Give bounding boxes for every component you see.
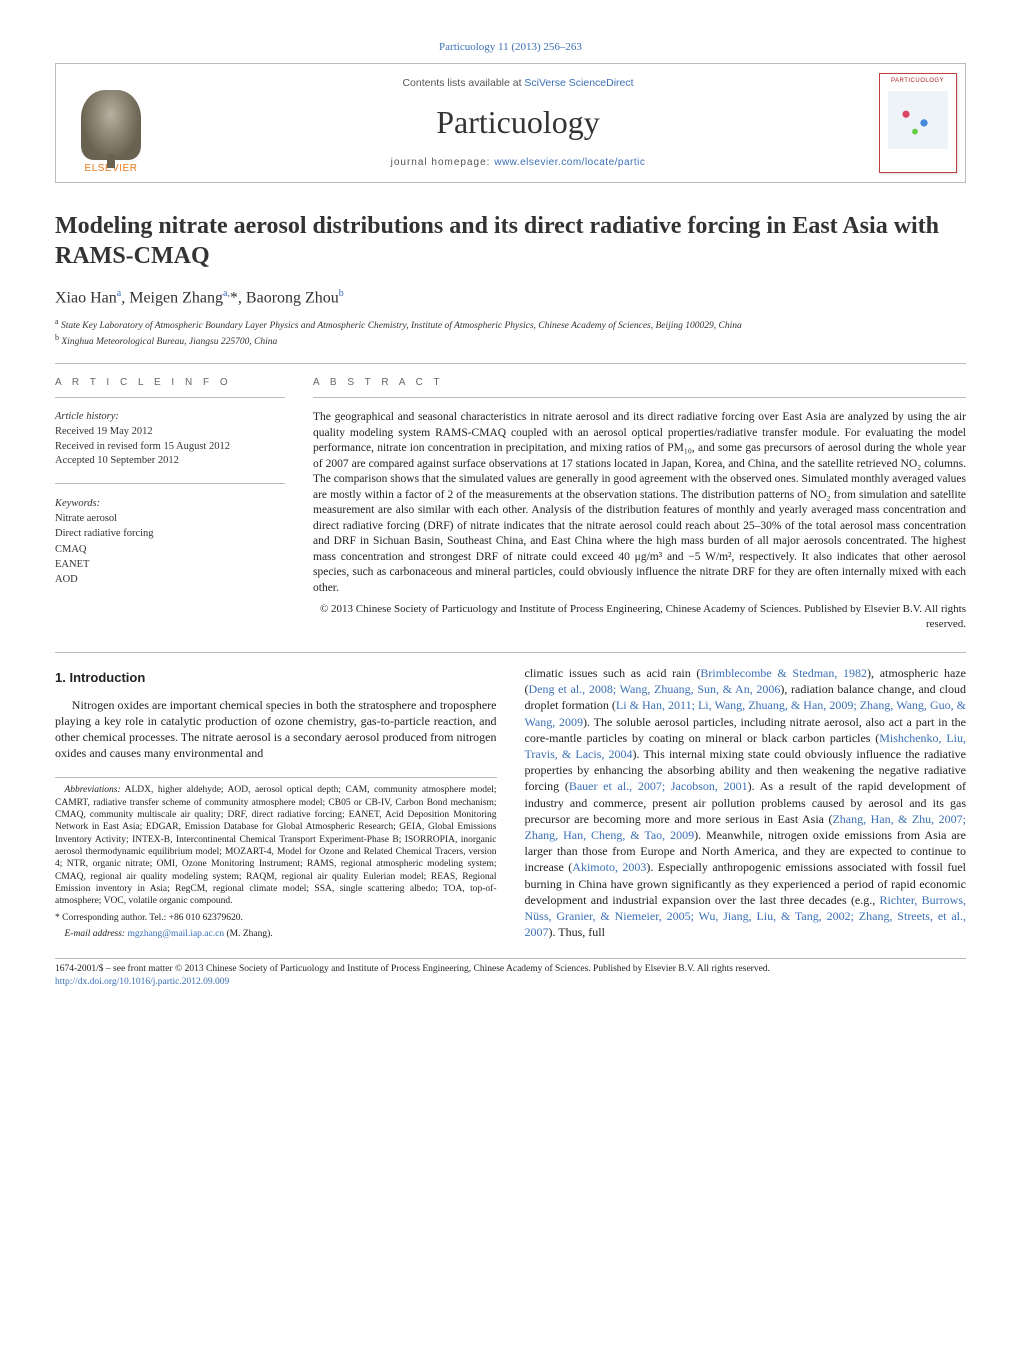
- body-paragraph: Nitrogen oxides are important chemical s…: [55, 697, 497, 762]
- history-label: Article history:: [55, 411, 119, 422]
- page-footer: 1674-2001/$ – see front matter © 2013 Ch…: [55, 958, 966, 988]
- keyword: Nitrate aerosol: [55, 513, 117, 524]
- journal-cover-thumb: PARTICUOLOGY: [879, 73, 957, 173]
- masthead-center: Contents lists available at SciVerse Sci…: [166, 64, 870, 182]
- citation-link[interactable]: Bauer et al., 2007; Jacobson, 2001: [569, 779, 748, 793]
- affiliation-a: a State Key Laboratory of Atmospheric Bo…: [55, 317, 966, 333]
- citation-link[interactable]: Zhang, Han, & Zhu, 2007; Zhang, Han, Che…: [525, 812, 966, 842]
- citation-link[interactable]: Mishchenko, Liu, Travis, & Lacis, 2004: [525, 731, 966, 761]
- corresponding-author-footnote: * Corresponding author. Tel.: +86 010 62…: [55, 912, 497, 924]
- divider: [55, 652, 966, 653]
- journal-masthead: ELSEVIER Contents lists available at Sci…: [55, 63, 966, 183]
- citation-link[interactable]: Particuology 11 (2013) 256–263: [439, 41, 582, 53]
- email-label: E-mail address:: [65, 929, 128, 939]
- citation-link[interactable]: Akimoto, 2003: [572, 860, 646, 874]
- affil-text-a: State Key Laboratory of Atmospheric Boun…: [61, 321, 742, 331]
- abbreviations-footnote: Abbreviations: ALDX, higher aldehyde; AO…: [55, 784, 497, 907]
- email-footnote: E-mail address: mgzhang@mail.iap.ac.cn (…: [55, 928, 497, 940]
- running-citation: Particuology 11 (2013) 256–263: [55, 40, 966, 55]
- abstract-label: a b s t r a c t: [313, 376, 966, 390]
- author-list: Xiao Hana, Meigen Zhanga,*, Baorong Zhou…: [55, 287, 966, 309]
- keywords-label: Keywords:: [55, 496, 285, 511]
- email-link[interactable]: mgzhang@mail.iap.ac.cn: [127, 929, 224, 939]
- sciencedirect-link[interactable]: SciVerse ScienceDirect: [524, 77, 633, 89]
- citation-link[interactable]: Richter, Burrows, Nüss, Granier, & Nieme…: [525, 893, 967, 939]
- keyword: EANET: [55, 559, 89, 570]
- keywords-block: Keywords: Nitrate aerosol Direct radiati…: [55, 496, 285, 587]
- abstract-copyright: © 2013 Chinese Society of Particuology a…: [313, 602, 966, 632]
- doi-link[interactable]: http://dx.doi.org/10.1016/j.partic.2012.…: [55, 977, 229, 987]
- cover-thumb-block: PARTICUOLOGY: [870, 64, 965, 182]
- citation-link[interactable]: Deng et al., 2008; Wang, Zhuang, Sun, & …: [529, 682, 781, 696]
- journal-name: Particuology: [436, 101, 600, 144]
- section-heading-introduction: 1. Introduction: [55, 669, 497, 687]
- abstract-text: The geographical and seasonal characteri…: [313, 410, 966, 596]
- affiliations: a State Key Laboratory of Atmospheric Bo…: [55, 317, 966, 349]
- body-columns: 1. Introduction Nitrogen oxides are impo…: [55, 665, 966, 944]
- homepage-prefix: journal homepage:: [391, 157, 495, 168]
- history-revised: Received in revised form 15 August 2012: [55, 441, 230, 452]
- keyword: Direct radiative forcing: [55, 528, 154, 539]
- history-accepted: Accepted 10 September 2012: [55, 455, 179, 466]
- abbrev-label: Abbreviations:: [65, 785, 121, 795]
- divider: [55, 363, 966, 364]
- history-received: Received 19 May 2012: [55, 426, 153, 437]
- divider: [55, 397, 285, 398]
- affiliation-b: b Xinghua Meteorological Bureau, Jiangsu…: [55, 333, 966, 349]
- cover-image-icon: [888, 91, 948, 149]
- footnotes-block: Abbreviations: ALDX, higher aldehyde; AO…: [55, 777, 497, 940]
- citation-link[interactable]: Brimblecombe & Stedman, 1982: [700, 666, 867, 680]
- divider: [55, 483, 285, 484]
- email-suffix: (M. Zhang).: [224, 929, 273, 939]
- affil-text-b: Xinghua Meteorological Bureau, Jiangsu 2…: [61, 337, 277, 347]
- body-paragraph: climatic issues such as acid rain (Brimb…: [525, 665, 967, 940]
- footer-copyright: 1674-2001/$ – see front matter © 2013 Ch…: [55, 963, 966, 975]
- abstract-block: a b s t r a c t The geographical and sea…: [313, 376, 966, 632]
- citation-link[interactable]: Li & Han, 2011; Li, Wang, Zhuang, & Han,…: [525, 698, 967, 728]
- divider: [313, 397, 966, 398]
- elsevier-tree-icon: [81, 90, 141, 160]
- homepage-link[interactable]: www.elsevier.com/locate/partic: [494, 157, 645, 168]
- publisher-block: ELSEVIER: [56, 64, 166, 182]
- article-history: Article history: Received 19 May 2012 Re…: [55, 410, 285, 469]
- homepage-line: journal homepage: www.elsevier.com/locat…: [391, 156, 646, 170]
- contents-prefix: Contents lists available at: [402, 77, 524, 89]
- keyword: AOD: [55, 574, 78, 585]
- article-title: Modeling nitrate aerosol distributions a…: [55, 211, 966, 271]
- contents-line: Contents lists available at SciVerse Sci…: [402, 76, 633, 90]
- article-info-label: a r t i c l e i n f o: [55, 376, 285, 390]
- cover-title: PARTICUOLOGY: [880, 74, 956, 85]
- abbrev-text: ALDX, higher aldehyde; AOD, aerosol opti…: [55, 785, 497, 906]
- keyword: CMAQ: [55, 544, 87, 555]
- article-info-block: a r t i c l e i n f o Article history: R…: [55, 376, 285, 632]
